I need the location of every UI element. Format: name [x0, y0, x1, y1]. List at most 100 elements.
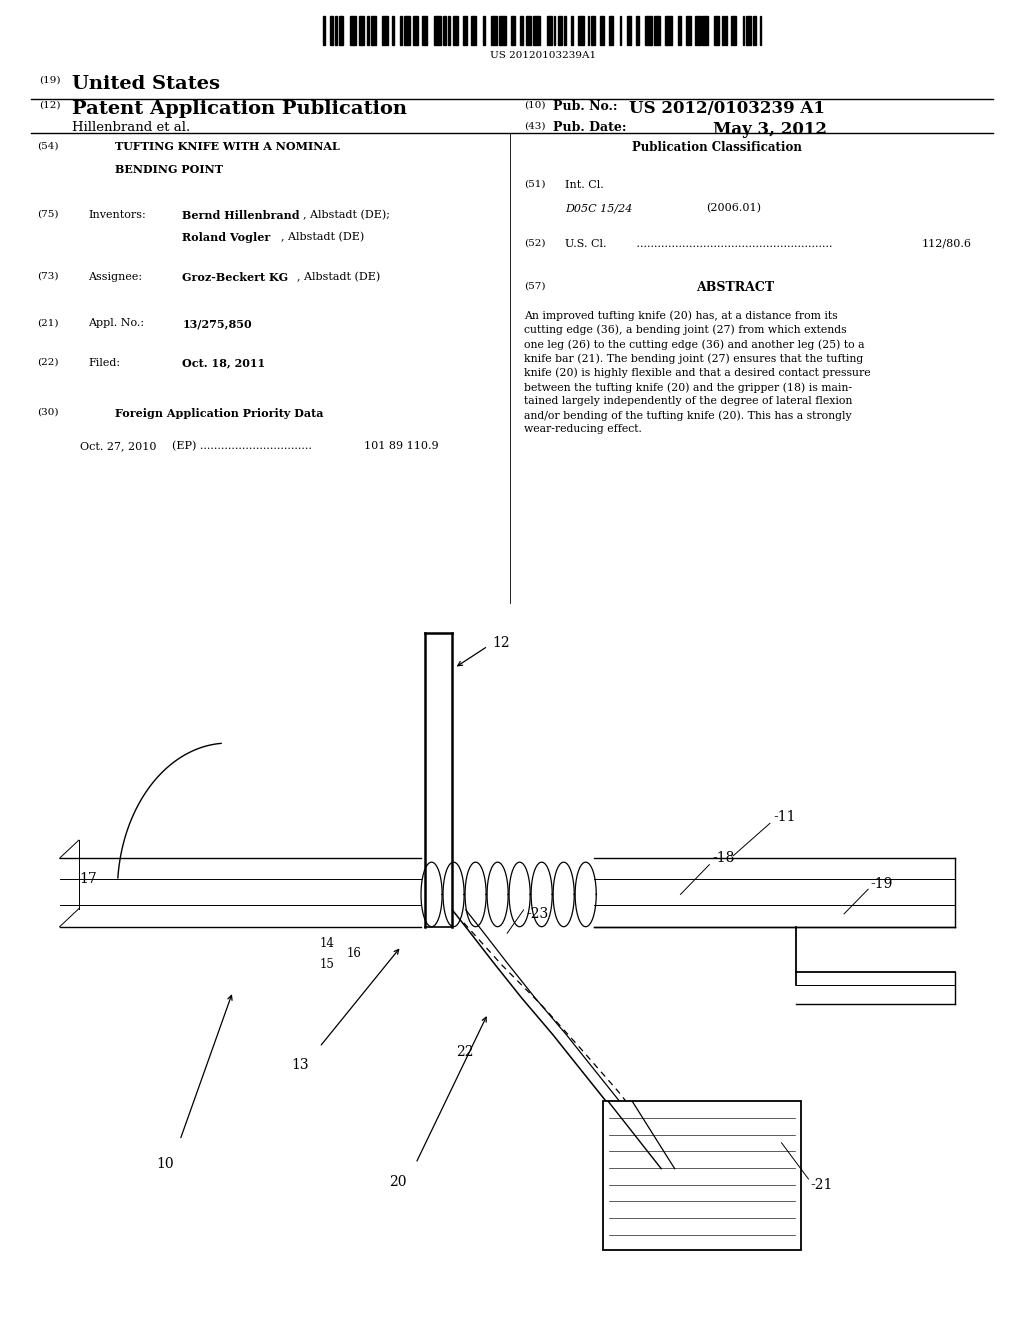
Text: Filed:: Filed:: [88, 358, 120, 368]
Bar: [725, 16, 727, 45]
Text: 15: 15: [319, 958, 335, 970]
Bar: [591, 16, 595, 45]
Bar: [665, 16, 672, 45]
Text: 20: 20: [389, 1175, 407, 1188]
Bar: [500, 16, 506, 45]
Text: TUFTING KNIFE WITH A NOMINAL: TUFTING KNIFE WITH A NOMINAL: [115, 141, 339, 152]
Text: Appl. No.:: Appl. No.:: [88, 318, 144, 329]
Text: BENDING POINT: BENDING POINT: [115, 164, 222, 174]
Bar: [753, 16, 756, 45]
Bar: [686, 16, 691, 45]
Bar: [714, 16, 720, 45]
Bar: [400, 16, 402, 45]
Bar: [564, 16, 566, 45]
Bar: [547, 16, 552, 45]
Text: -19: -19: [870, 876, 893, 891]
Text: 13: 13: [292, 1059, 309, 1072]
Text: , Albstadt (DE): , Albstadt (DE): [297, 272, 380, 282]
Text: (57): (57): [524, 281, 546, 290]
Text: 112/80.6: 112/80.6: [922, 239, 972, 249]
Bar: [579, 16, 584, 45]
Bar: [471, 16, 476, 45]
Bar: [422, 16, 427, 45]
Text: (10): (10): [524, 100, 546, 110]
Bar: [434, 16, 440, 45]
Bar: [367, 16, 370, 45]
Bar: [558, 16, 562, 45]
Bar: [603, 1101, 801, 1250]
Bar: [335, 16, 337, 45]
Text: United States: United States: [72, 75, 220, 94]
Text: (43): (43): [524, 121, 546, 131]
Text: , Albstadt (DE): , Albstadt (DE): [281, 232, 364, 243]
Bar: [645, 16, 652, 45]
Text: 13/275,850: 13/275,850: [182, 318, 252, 329]
Text: 101 89 110.9: 101 89 110.9: [364, 441, 438, 451]
Text: Inventors:: Inventors:: [88, 210, 145, 220]
Text: ........................................................: ........................................…: [633, 239, 833, 249]
Text: 17: 17: [79, 873, 96, 886]
Text: Pub. No.:: Pub. No.:: [553, 100, 617, 114]
Text: Bernd Hillenbrand: Bernd Hillenbrand: [182, 210, 300, 220]
Text: US 2012/0103239 A1: US 2012/0103239 A1: [629, 100, 824, 117]
Text: 10: 10: [156, 1156, 173, 1171]
Text: Pub. Date:: Pub. Date:: [553, 121, 627, 135]
Text: (22): (22): [37, 358, 58, 367]
Text: (30): (30): [37, 408, 58, 417]
Bar: [600, 16, 604, 45]
Bar: [443, 16, 445, 45]
Text: D05C 15/24: D05C 15/24: [565, 203, 633, 214]
Text: (73): (73): [37, 272, 58, 281]
Bar: [392, 16, 394, 45]
Bar: [746, 16, 752, 45]
Text: -18: -18: [713, 851, 734, 865]
Bar: [627, 16, 631, 45]
Text: Int. Cl.: Int. Cl.: [565, 180, 604, 190]
Text: Groz-Beckert KG: Groz-Beckert KG: [182, 272, 289, 282]
Bar: [534, 16, 540, 45]
Bar: [492, 16, 497, 45]
Text: Publication Classification: Publication Classification: [632, 141, 802, 154]
Bar: [520, 16, 523, 45]
Text: 22: 22: [456, 1045, 474, 1059]
Bar: [525, 16, 530, 45]
Text: An improved tufting knife (20) has, at a distance from its
cutting edge (36), a : An improved tufting knife (20) has, at a…: [524, 310, 871, 434]
Bar: [742, 16, 744, 45]
Text: -21: -21: [810, 1179, 833, 1192]
Text: Oct. 18, 2011: Oct. 18, 2011: [182, 358, 265, 368]
Bar: [511, 16, 515, 45]
Text: (12): (12): [39, 100, 60, 110]
Text: (EP) ................................: (EP) ................................: [172, 441, 312, 451]
Bar: [403, 16, 411, 45]
Text: Patent Application Publication: Patent Application Publication: [72, 100, 407, 119]
Text: (2006.01): (2006.01): [707, 203, 762, 214]
Bar: [339, 16, 343, 45]
Bar: [554, 16, 555, 45]
Text: May 3, 2012: May 3, 2012: [713, 121, 826, 139]
Bar: [463, 16, 467, 45]
Bar: [349, 16, 356, 45]
Text: Assignee:: Assignee:: [88, 272, 142, 282]
Text: (51): (51): [524, 180, 546, 189]
Text: Oct. 27, 2010: Oct. 27, 2010: [80, 441, 157, 451]
Text: Foreign Application Priority Data: Foreign Application Priority Data: [115, 408, 324, 418]
Text: (75): (75): [37, 210, 58, 219]
Bar: [571, 16, 573, 45]
Text: -11: -11: [774, 809, 797, 824]
Text: (54): (54): [37, 141, 58, 150]
Bar: [588, 16, 589, 45]
Text: 12: 12: [493, 636, 510, 651]
Bar: [654, 16, 659, 45]
Bar: [382, 16, 388, 45]
Text: (19): (19): [39, 75, 60, 84]
Text: Hillenbrand et al.: Hillenbrand et al.: [72, 121, 189, 135]
Text: US 20120103239A1: US 20120103239A1: [489, 51, 596, 61]
Bar: [331, 16, 333, 45]
Bar: [358, 16, 365, 45]
Bar: [695, 16, 700, 45]
Text: ABSTRACT: ABSTRACT: [696, 281, 774, 294]
Text: U.S. Cl.: U.S. Cl.: [565, 239, 607, 249]
Text: , Albstadt (DE);: , Albstadt (DE);: [303, 210, 390, 220]
Bar: [702, 16, 708, 45]
Bar: [636, 16, 639, 45]
